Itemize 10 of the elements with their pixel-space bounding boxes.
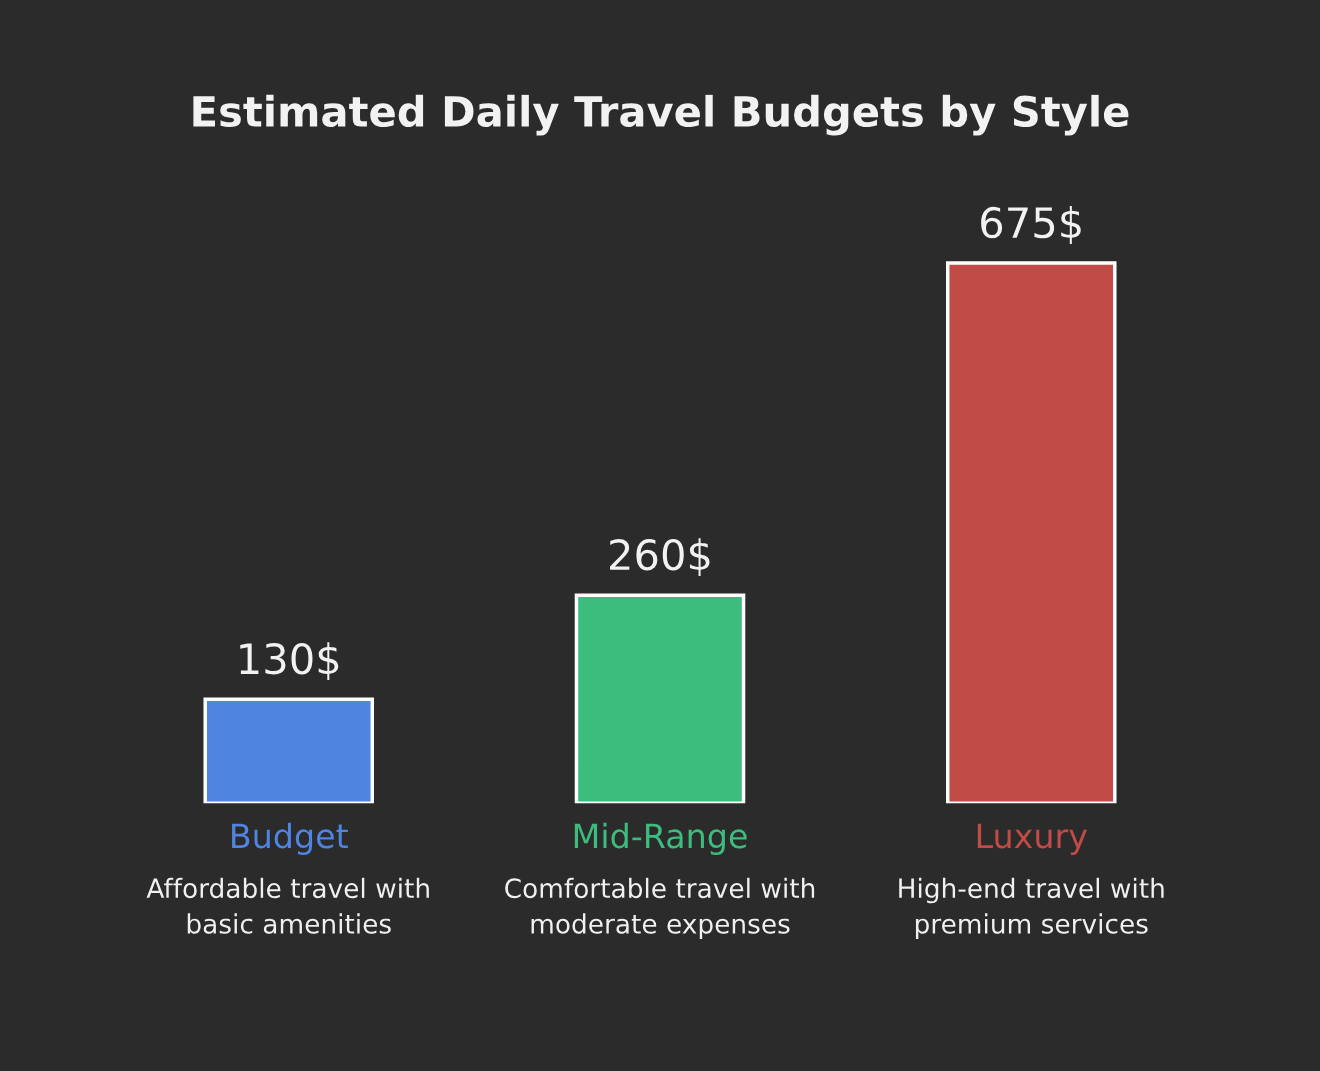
- data-label: 260$: [610, 538, 710, 576]
- data-label: 130$: [240, 642, 339, 681]
- text: Affordable travel with basic amenities: [146, 877, 429, 934]
- x-tick-label: Mid-Range: [574, 822, 747, 855]
- data-label: 675$: [981, 206, 1081, 244]
- chart-title: Estimated Daily Travel Budgets by Style: [193, 94, 1129, 136]
- text: High-end travel with premium services: [899, 877, 1164, 939]
- x-tick-label: Budget: [232, 822, 348, 855]
- text: Comfortable travel with moderate expenses: [505, 877, 815, 939]
- x-tick-label: Luxury: [977, 823, 1087, 855]
